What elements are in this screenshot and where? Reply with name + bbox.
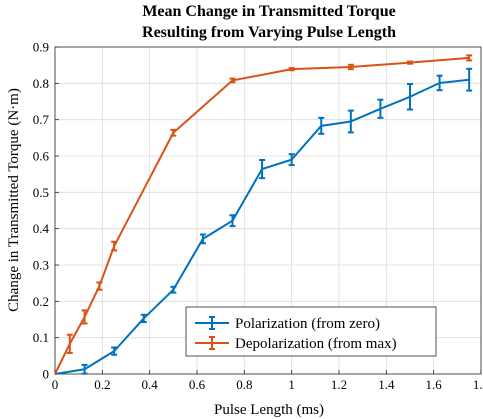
chart-title-line-1: Mean Change in Transmitted Torque (142, 3, 395, 20)
plot-area (54, 46, 482, 375)
y-tick-label: 0.2 (33, 294, 49, 309)
y-tick-label: 0.5 (33, 185, 49, 200)
y-tick-label: 0.6 (33, 149, 50, 164)
series-layer (54, 54, 473, 375)
x-tick-label: 0 (52, 377, 59, 392)
x-tick-label: 1.6 (426, 377, 443, 392)
x-axis-label: Pulse Length (ms) (214, 402, 324, 418)
x-tick-label: 0.2 (94, 377, 110, 392)
y-tick-label: 0 (43, 367, 50, 382)
x-tick-label: 1.4 (378, 377, 395, 392)
legend-label-depolarization: Depolarization (from max) (235, 336, 397, 352)
y-tick-label: 0.8 (33, 76, 49, 91)
y-tick-label: 0.1 (33, 330, 49, 345)
x-tick-label: 0.8 (236, 377, 252, 392)
y-tick-label: 0.9 (33, 40, 49, 55)
legend-box (185, 306, 437, 357)
series-depolarization (54, 54, 473, 375)
y-axis-label: Change in Transmitted Torque (N·m) (6, 88, 22, 312)
legend: Polarization (from zero) Depolarization … (185, 306, 437, 357)
x-tick-label: 0.6 (189, 377, 206, 392)
series-polarization (54, 67, 473, 375)
x-tick-label: 0.4 (142, 377, 159, 392)
y-tick-label: 0.4 (33, 221, 50, 236)
axis-ticks: 0 0.2 0.4 0.6 0.8 1 1.2 1.4 1.6 1.8 0 0.1 0.2 0.3 0.4 0… (33, 40, 483, 393)
y-tick-label: 0.3 (33, 258, 49, 273)
x-tick-label: 1.8 (473, 377, 483, 392)
legend-label-polarization: Polarization (from zero) (235, 316, 380, 332)
chart-title-line-2: Resulting from Varying Pulse Length (142, 24, 396, 41)
y-tick-label: 0.7 (33, 112, 50, 127)
legend-entry-depolarization: Depolarization (from max) (195, 336, 397, 352)
x-tick-label: 1.2 (331, 377, 347, 392)
legend-entry-polarization: Polarization (from zero) (195, 316, 380, 332)
x-tick-label: 1 (288, 377, 295, 392)
